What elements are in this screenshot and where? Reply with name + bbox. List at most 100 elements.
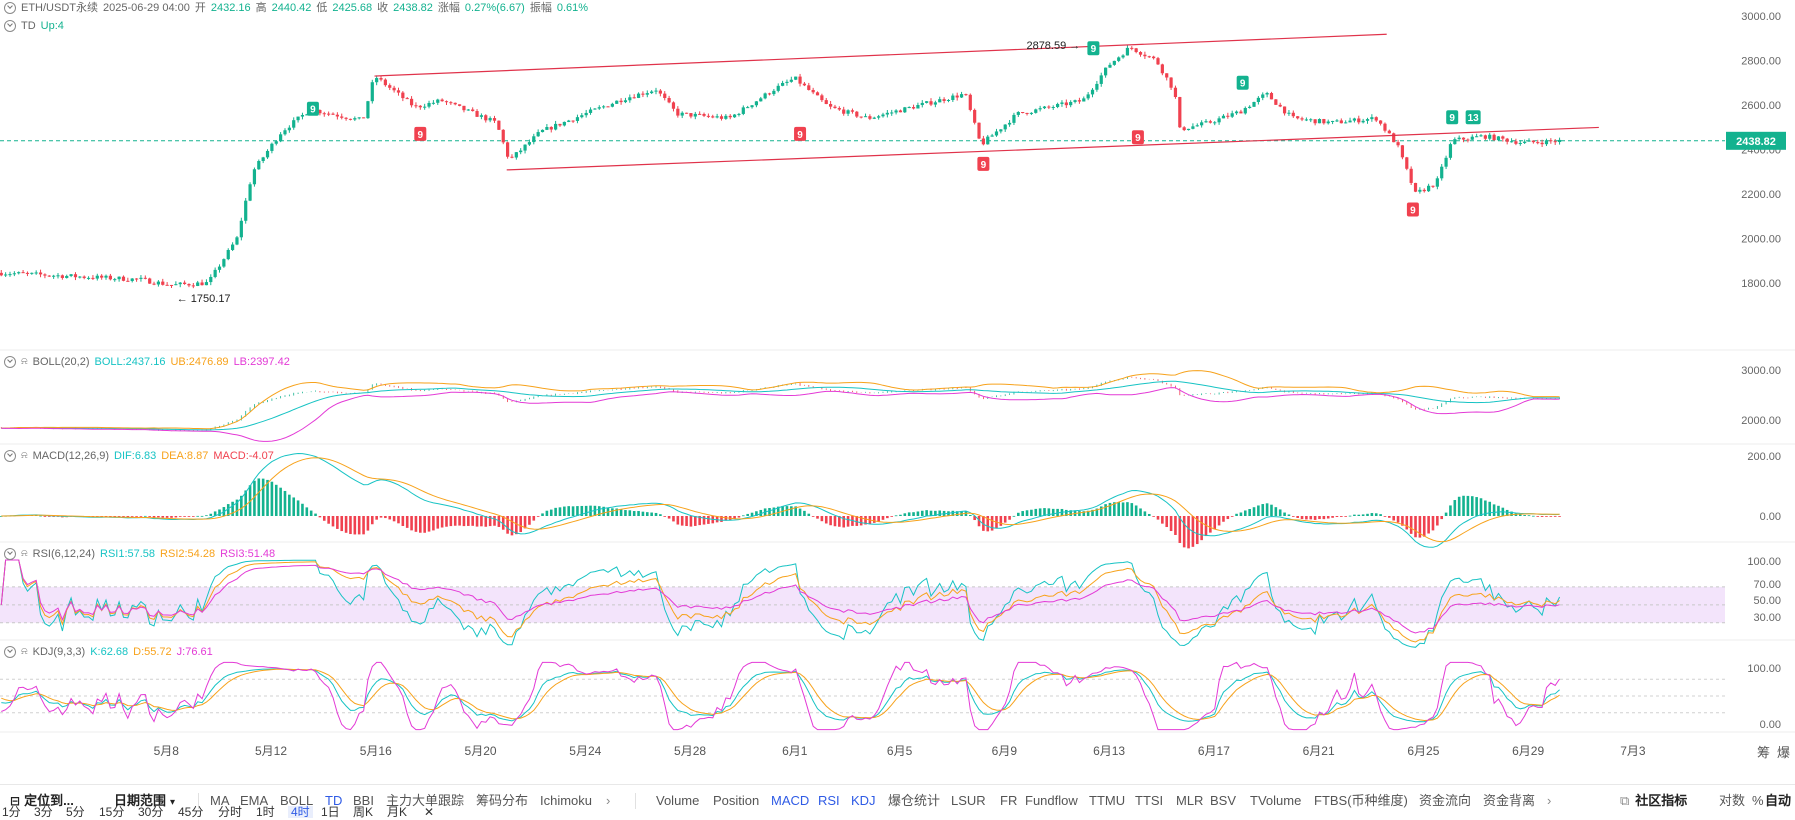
alert-bell-icon[interactable]: ⍾ <box>21 450 28 461</box>
sub-indicator-14[interactable]: FTBS(币种维度) <box>1314 793 1408 808</box>
candle-body <box>1051 107 1055 109</box>
main-indicator-7[interactable]: Ichimoku <box>540 793 593 808</box>
percent-scale-toggle[interactable]: % <box>1752 793 1764 808</box>
community-indicators-button[interactable]: ⧉ 社区指标 <box>1620 785 1687 816</box>
rsi1-value: RSI1:57.58 <box>100 548 156 560</box>
timeframe-4[interactable]: 30分 <box>138 805 164 819</box>
main-indicators-more-icon[interactable]: › <box>606 793 611 808</box>
main-indicator-3[interactable]: TD <box>325 793 343 808</box>
timeframe-2[interactable]: 5分 <box>66 805 85 819</box>
timeframe-5[interactable]: 45分 <box>178 805 204 819</box>
candle-body <box>392 87 396 91</box>
candle-body <box>501 129 505 143</box>
candle-body <box>335 114 339 117</box>
sub-indicator-6[interactable]: LSUR <box>951 793 986 808</box>
sub-indicator-15[interactable]: 资金流向 <box>1419 793 1472 808</box>
close-timeframe-icon[interactable]: ✕ <box>424 805 435 819</box>
main-indicator-2[interactable]: BOLL <box>280 793 314 808</box>
candle-body <box>1117 57 1121 61</box>
collapse-chevron-icon[interactable] <box>4 548 16 560</box>
auto-scale-toggle[interactable]: 自动 <box>1765 793 1792 808</box>
td-marker-label: 9 <box>1135 133 1141 144</box>
date-range-dropdown[interactable]: 日期范围 ▾ <box>114 785 175 818</box>
log-scale-toggle[interactable]: 对数 <box>1719 793 1746 808</box>
alert-bell-icon[interactable]: ⍾ <box>21 646 28 657</box>
sub-indicator-16[interactable]: 资金背离 <box>1483 793 1536 808</box>
timeframe-7[interactable]: 1时 <box>256 805 275 819</box>
collapse-chevron-icon[interactable] <box>4 20 16 32</box>
macd-hist-value: MACD:-4.07 <box>213 450 274 462</box>
macd-bar <box>1331 516 1334 518</box>
main-indicator-5[interactable]: 主力大单跟踪 <box>386 793 465 808</box>
macd-bar <box>1187 516 1190 549</box>
candle-body <box>1322 119 1326 124</box>
macd-bar <box>366 516 370 531</box>
alert-bell-icon[interactable]: ⍾ <box>21 548 28 559</box>
timeframe-1[interactable]: 3分 <box>34 805 53 819</box>
candle-body <box>396 90 401 93</box>
macd-bar <box>1379 514 1382 516</box>
candle-body <box>331 113 335 115</box>
macd-bar <box>990 516 994 531</box>
candle-body <box>130 278 134 282</box>
sub-indicator-0[interactable]: Volume <box>656 793 700 808</box>
macd-bar <box>349 516 352 535</box>
chart-canvas[interactable]: 9 9 9 9 9 9 9 9 9 13 2878.59 → ← 1750.17 3000.00 2800… <box>0 0 1795 784</box>
macd-bar <box>174 516 178 518</box>
sub-indicator-11[interactable]: MLR <box>1176 793 1204 808</box>
sub-indicator-13[interactable]: TVolume <box>1250 793 1302 808</box>
main-indicator-6[interactable]: 筹码分布 <box>476 793 529 808</box>
x-axis-label: 6月25 <box>1407 744 1439 758</box>
sub-indicator-3[interactable]: RSI <box>818 793 840 808</box>
candle-body <box>279 134 283 142</box>
collapse-chevron-icon[interactable] <box>4 450 16 462</box>
sub-indicator-2[interactable]: MACD <box>771 793 810 808</box>
sub-indicator-5[interactable]: 爆仓统计 <box>888 793 941 808</box>
candles-group <box>0 45 1562 289</box>
main-indicator-1[interactable]: EMA <box>240 793 269 808</box>
low-value: 2425.68 <box>332 2 373 14</box>
macd-bar <box>1374 513 1378 516</box>
macd-bar <box>558 507 562 516</box>
liquidation-toggle[interactable]: 爆 <box>1777 745 1791 760</box>
collapse-chevron-icon[interactable] <box>4 356 16 368</box>
macd-bar <box>790 506 793 516</box>
timeframe-0[interactable]: 1分 <box>2 805 21 819</box>
sub-indicator-7[interactable]: FR <box>1000 793 1018 808</box>
alert-bell-icon[interactable]: ⍾ <box>21 356 28 367</box>
macd-bar <box>1309 516 1313 520</box>
main-indicator-4[interactable]: BBI <box>353 793 374 808</box>
sub-indicator-8[interactable]: Fundflow <box>1025 793 1078 808</box>
sub-indicator-12[interactable]: BSV <box>1210 793 1237 808</box>
candle-body <box>1479 135 1483 137</box>
candle-body <box>418 105 422 108</box>
timeframe-11[interactable]: 月K <box>387 805 408 819</box>
timeframe-3[interactable]: 15分 <box>99 805 125 819</box>
macd-bar <box>1209 516 1212 533</box>
candle-body <box>549 127 553 130</box>
timeframe-10[interactable]: 周K <box>353 805 374 819</box>
collapse-chevron-icon[interactable] <box>4 646 16 658</box>
timeframe-6[interactable]: 分时 <box>218 805 243 819</box>
macd-bar <box>231 501 234 516</box>
sub-indicator-10[interactable]: TTSI <box>1135 793 1164 808</box>
sub-indicator-4[interactable]: KDJ <box>851 793 876 808</box>
macd-bar <box>1348 515 1352 517</box>
candle-body <box>348 118 353 120</box>
chip-distribution-toggle[interactable]: 筹 <box>1757 745 1771 760</box>
locate-button[interactable]: ⊟ 定位到... <box>10 785 74 817</box>
main-indicator-0[interactable]: MA <box>210 793 230 808</box>
collapse-chevron-icon[interactable] <box>4 2 16 14</box>
candle-body <box>86 277 91 279</box>
timeframe-8[interactable]: 4时 <box>288 806 313 818</box>
sub-indicators-more-icon[interactable]: › <box>1547 793 1552 808</box>
timeframe-9[interactable]: 1日 <box>321 805 340 819</box>
macd-bar <box>611 508 614 516</box>
candle-body <box>1374 117 1378 121</box>
sub-indicator-9[interactable]: TTMU <box>1089 793 1126 808</box>
candle-body <box>1457 137 1461 140</box>
sub-indicator-1[interactable]: Position <box>713 793 760 808</box>
candle-body <box>1466 139 1470 141</box>
macd-bar <box>925 510 928 516</box>
candle-body <box>148 278 152 284</box>
